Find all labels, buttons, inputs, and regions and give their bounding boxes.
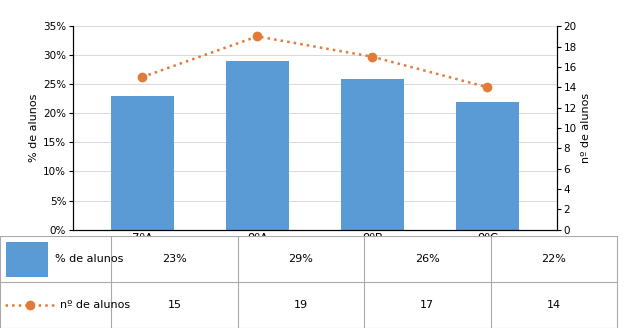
Bar xyxy=(111,96,174,230)
Y-axis label: nº de alunos: nº de alunos xyxy=(581,93,591,163)
Text: 29%: 29% xyxy=(289,254,314,264)
Text: nº de alunos: nº de alunos xyxy=(60,300,130,310)
Text: 14: 14 xyxy=(547,300,561,310)
Bar xyxy=(341,78,404,230)
Text: % de alunos: % de alunos xyxy=(55,254,124,264)
Text: 22%: 22% xyxy=(541,254,566,264)
Text: 15: 15 xyxy=(167,300,181,310)
Text: 17: 17 xyxy=(420,300,434,310)
Bar xyxy=(6,242,48,277)
Text: 19: 19 xyxy=(294,300,308,310)
Text: 26%: 26% xyxy=(415,254,439,264)
Bar xyxy=(226,61,289,230)
Text: 23%: 23% xyxy=(162,254,187,264)
Bar xyxy=(456,102,519,230)
Y-axis label: % de alunos: % de alunos xyxy=(29,94,39,162)
